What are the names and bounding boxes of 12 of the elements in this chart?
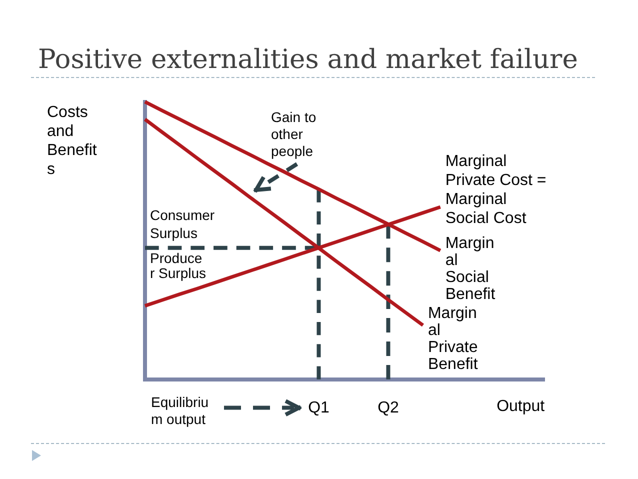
x-tick-label: Q2 — [378, 399, 400, 416]
y-axis-title: Costs and Benefits — [47, 102, 98, 178]
annotation: Gain to other people — [271, 109, 318, 160]
annotation: Consumer Surplus — [150, 206, 216, 242]
x-tick-label: Q1 — [308, 399, 330, 416]
x-axis-title: Output — [496, 397, 545, 416]
series-label: Marginal Social Benefit — [445, 235, 496, 304]
annotation: Producer Surplus — [150, 250, 206, 281]
chart-title: Positive externalities and market failure — [38, 44, 578, 74]
series-label: Marginal Private Benefit — [428, 304, 479, 373]
series-label: Marginal Private Cost = Marginal Social Cost — [445, 152, 548, 228]
text: Equilibrium output — [151, 394, 210, 428]
